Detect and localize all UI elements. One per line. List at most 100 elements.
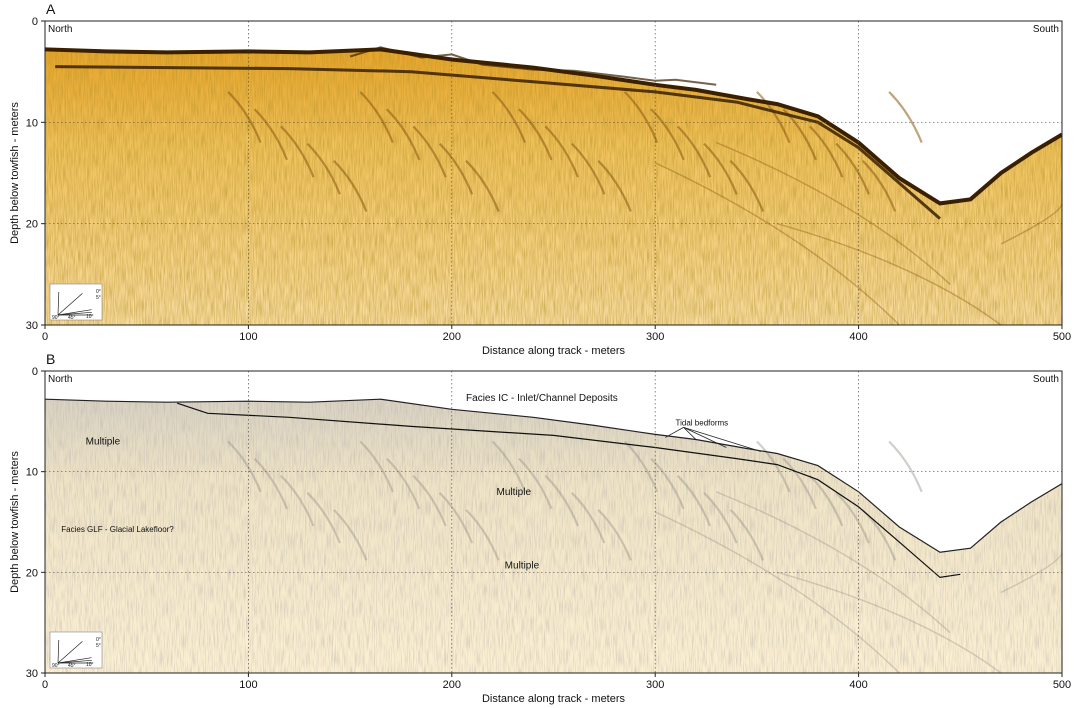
multiple-reflector bbox=[654, 162, 900, 325]
slope-fan-legend: 0°5° 10° 45° 90° bbox=[49, 631, 103, 669]
clinoform-streak bbox=[782, 457, 817, 510]
clinoform-streak bbox=[385, 457, 421, 510]
slope-fan-label: 5° bbox=[96, 295, 101, 301]
annotation-label: Facies GLF - Glacial Lakefloor? bbox=[61, 525, 174, 534]
clinoform-streak bbox=[888, 440, 923, 493]
south-label: South bbox=[1033, 24, 1059, 35]
y-tick-label: 30 bbox=[26, 320, 38, 332]
sediment-texture bbox=[45, 399, 1062, 673]
clinoform-streak bbox=[465, 509, 500, 561]
multiple-reflector bbox=[715, 141, 951, 286]
clinoform-streak bbox=[438, 142, 474, 195]
clinoform-streak bbox=[253, 108, 289, 161]
panel-label: A bbox=[46, 1, 56, 17]
clinoform-streak bbox=[412, 474, 447, 527]
clinoform-streak bbox=[253, 457, 289, 510]
slope-fan-line bbox=[57, 657, 92, 664]
annotation-label: Facies IC - Inlet/Channel Deposits bbox=[466, 393, 618, 404]
x-tick-label: 400 bbox=[849, 679, 867, 691]
clinoform-streak bbox=[544, 125, 579, 178]
bedform-leader bbox=[683, 426, 762, 452]
clinoform-streak bbox=[544, 474, 579, 527]
clinoform-streak bbox=[280, 474, 315, 527]
clinoform-streak bbox=[597, 160, 632, 212]
multiple-reflector bbox=[777, 222, 1002, 325]
x-tick-label: 300 bbox=[646, 679, 664, 691]
seafloor-line bbox=[45, 398, 1062, 553]
subbottom-reflector bbox=[55, 65, 941, 220]
y-axis-title: Depth below towfish - meters bbox=[9, 451, 21, 593]
clinoform-streak bbox=[809, 474, 844, 527]
clinoform-streak bbox=[465, 160, 500, 212]
y-tick-label: 10 bbox=[26, 117, 38, 129]
bedform-leader bbox=[665, 427, 684, 438]
x-tick-label: 500 bbox=[1053, 331, 1071, 343]
clinoform-streak bbox=[385, 108, 421, 161]
slope-fan-label: 0° bbox=[96, 289, 101, 295]
multiple-reflector bbox=[1000, 552, 1062, 594]
clinoform-streak bbox=[756, 91, 791, 144]
x-axis-title: Distance along track - meters bbox=[482, 345, 626, 357]
slope-fan-label: 45° bbox=[68, 315, 76, 321]
clinoform-streak bbox=[280, 125, 315, 178]
slope-fan-label: 0° bbox=[96, 637, 101, 643]
sediment-texture bbox=[45, 49, 1062, 325]
annotation-label: Tidal bedforms bbox=[676, 418, 729, 427]
clinoform-streak bbox=[518, 108, 553, 161]
clinoform-streak bbox=[491, 91, 527, 144]
plot-frame bbox=[44, 370, 1063, 674]
clinoform-streak bbox=[861, 160, 897, 212]
clinoform-streak bbox=[571, 492, 606, 544]
plot-area bbox=[45, 46, 1062, 325]
x-tick-label: 100 bbox=[239, 331, 257, 343]
slope-fan-line bbox=[57, 293, 83, 316]
clinoform-streak bbox=[676, 474, 712, 527]
clinoform-streak bbox=[782, 108, 817, 161]
x-tick-label: 100 bbox=[239, 679, 257, 691]
x-tick-label: 0 bbox=[42, 679, 48, 691]
clinoform-streak bbox=[359, 91, 394, 144]
slope-fan-label: 10° bbox=[86, 662, 94, 668]
clinoform-streak bbox=[623, 440, 659, 493]
y-axis-title: Depth below towfish - meters bbox=[9, 102, 21, 244]
south-label: South bbox=[1033, 374, 1059, 385]
slope-fan-line bbox=[57, 292, 60, 316]
interpreted-boundary bbox=[177, 402, 961, 579]
clinoform-streak bbox=[703, 492, 738, 544]
x-tick-label: 0 bbox=[42, 331, 48, 343]
slope-fan-line bbox=[57, 641, 83, 664]
panel-label: B bbox=[46, 351, 55, 367]
clinoform-streak bbox=[888, 91, 923, 144]
annotation-label: Multiple bbox=[86, 436, 121, 447]
clinoform-streak bbox=[597, 509, 632, 561]
clinoform-streak bbox=[571, 142, 606, 195]
clinoform-streak bbox=[306, 142, 341, 195]
slope-fan-label: 5° bbox=[96, 643, 101, 649]
annotation-label: Multiple bbox=[497, 487, 532, 498]
slope-fan-line bbox=[57, 659, 92, 664]
clinoform-streak bbox=[809, 125, 844, 178]
slope-fan-label: 90° bbox=[52, 315, 60, 321]
panel-b: 0 100 200 300 400 500 0 10 20 30 Distance along tr… bbox=[9, 351, 1071, 705]
clinoform-streak bbox=[703, 142, 738, 195]
north-label: North bbox=[48, 24, 72, 35]
clinoform-streak bbox=[835, 142, 870, 195]
slope-fan-label: 45° bbox=[68, 663, 76, 669]
clinoform-streak bbox=[676, 125, 712, 178]
clinoform-streak bbox=[333, 160, 368, 212]
clinoform-streak bbox=[835, 492, 870, 544]
panel-a: 0 100 200 300 400 500 0 10 20 30 Distance along tr… bbox=[9, 1, 1071, 357]
y-tick-label: 20 bbox=[26, 567, 38, 579]
y-tick-label: 0 bbox=[32, 366, 38, 378]
multiple-reflector bbox=[654, 511, 900, 673]
y-tick-label: 10 bbox=[26, 467, 38, 479]
clinoform-streak bbox=[227, 440, 262, 493]
clinoform-streak bbox=[729, 160, 765, 212]
x-tick-label: 200 bbox=[443, 679, 461, 691]
clinoform-streak bbox=[333, 509, 368, 561]
clinoform-streak bbox=[438, 492, 474, 544]
bedform-leader bbox=[683, 427, 697, 440]
clinoform-streak bbox=[650, 108, 685, 161]
y-tick-label: 0 bbox=[32, 16, 38, 28]
y-tick-label: 20 bbox=[26, 219, 38, 231]
